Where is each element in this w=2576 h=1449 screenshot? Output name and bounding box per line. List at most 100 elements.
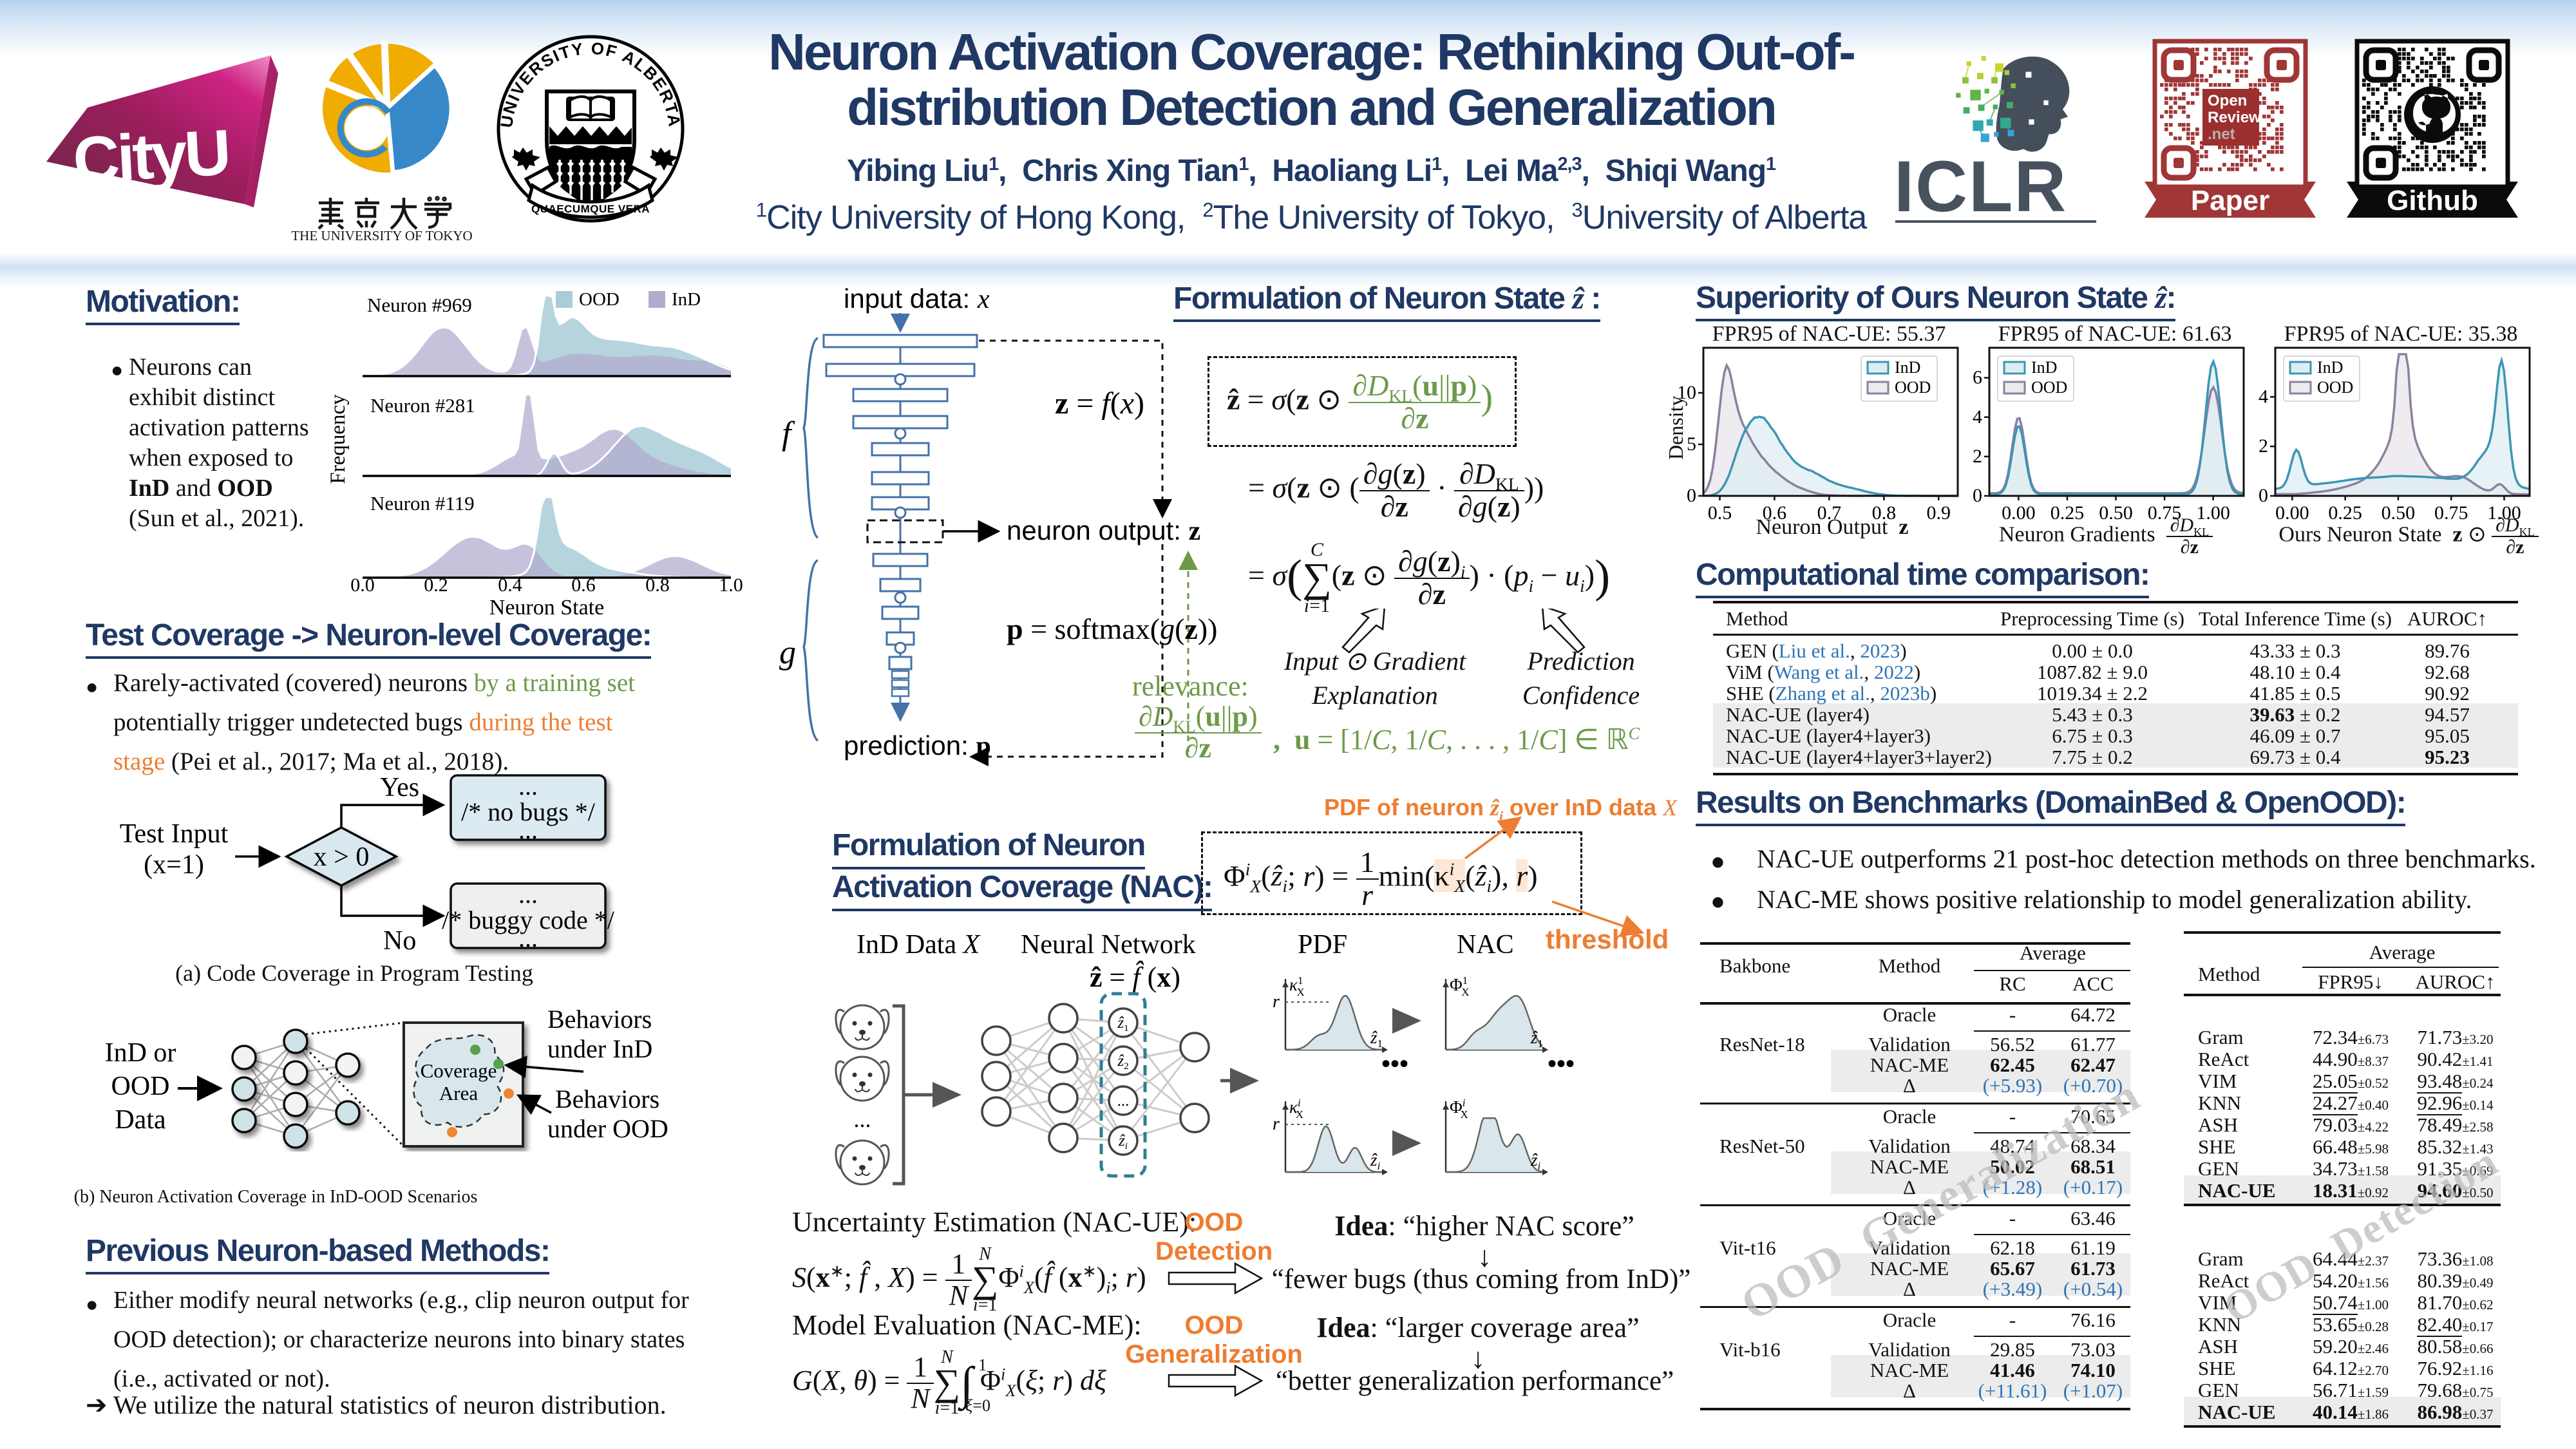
svg-text:ẑ1: ẑ1 bbox=[1370, 1028, 1383, 1050]
svg-text:CityU: CityU bbox=[71, 117, 231, 196]
svg-text:Behaviors: Behaviors bbox=[555, 1084, 659, 1113]
svg-text:ẑi: ẑi bbox=[1530, 1150, 1541, 1172]
svg-text:/* buggy code */: /* buggy code */ bbox=[442, 905, 615, 934]
svg-text:InD: InD bbox=[1895, 358, 1920, 377]
svg-text:•••: ••• bbox=[1548, 1049, 1575, 1078]
svg-text:under OOD: under OOD bbox=[547, 1114, 668, 1143]
svg-text:0.75: 0.75 bbox=[2148, 502, 2182, 524]
svg-text:0.50: 0.50 bbox=[2382, 502, 2416, 524]
svg-text:0.00: 0.00 bbox=[2002, 502, 2036, 524]
svg-text:0.75: 0.75 bbox=[2434, 502, 2468, 524]
svg-text:under InD: under InD bbox=[547, 1034, 652, 1063]
svg-text:4: 4 bbox=[1973, 406, 1982, 428]
svg-text:r: r bbox=[1273, 992, 1280, 1012]
svg-text:g: g bbox=[779, 634, 796, 671]
svg-text:Review: Review bbox=[2208, 109, 2261, 126]
svg-text:r: r bbox=[1273, 1114, 1280, 1134]
svg-text:QUAECUMQUE VERA: QUAECUMQUE VERA bbox=[531, 203, 650, 215]
svg-text:10: 10 bbox=[1677, 382, 1696, 403]
svg-text:1.00: 1.00 bbox=[2196, 502, 2230, 524]
svg-text:0.6: 0.6 bbox=[571, 574, 596, 596]
svg-text:Coverage: Coverage bbox=[421, 1059, 497, 1082]
svg-text:0.2: 0.2 bbox=[424, 574, 448, 596]
svg-text:...: ... bbox=[518, 880, 538, 909]
svg-text:...: ... bbox=[854, 1106, 871, 1132]
svg-text:0.00: 0.00 bbox=[2275, 502, 2309, 524]
svg-text:0: 0 bbox=[1687, 485, 1696, 506]
svg-text:0.8: 0.8 bbox=[645, 574, 670, 596]
svg-text:ICLR: ICLR bbox=[1894, 146, 2067, 227]
svg-text:Area: Area bbox=[439, 1082, 478, 1104]
svg-text:Github: Github bbox=[2387, 185, 2478, 216]
svg-text:prediction: p: prediction: p bbox=[844, 730, 991, 761]
svg-text:0.7: 0.7 bbox=[1817, 502, 1842, 524]
svg-text:0: 0 bbox=[1973, 485, 1982, 506]
svg-text:ΦiX: Φi X bbox=[1450, 1097, 1468, 1121]
svg-text:x > 0: x > 0 bbox=[314, 842, 370, 872]
svg-text:5: 5 bbox=[1687, 433, 1696, 455]
svg-text:InD Data X: InD Data X bbox=[857, 930, 981, 960]
svg-text:z = f(x): z = f(x) bbox=[1055, 386, 1144, 421]
svg-text:Test Input: Test Input bbox=[120, 819, 229, 849]
svg-text:InD: InD bbox=[2031, 358, 2057, 377]
svg-text:0.8: 0.8 bbox=[1872, 502, 1897, 524]
svg-text:PDF: PDF bbox=[1298, 930, 1347, 960]
svg-text:0.0: 0.0 bbox=[350, 574, 375, 596]
svg-text:...: ... bbox=[518, 815, 538, 844]
svg-text:Frequency: Frequency bbox=[327, 394, 350, 484]
svg-text:NAC: NAC bbox=[1457, 930, 1514, 960]
svg-text:/* no bugs */: /* no bugs */ bbox=[461, 797, 596, 826]
svg-text:0.50: 0.50 bbox=[2099, 502, 2133, 524]
svg-text:Open: Open bbox=[2208, 92, 2247, 109]
svg-text:0.4: 0.4 bbox=[498, 574, 522, 596]
svg-text:ẑ = f̂ (x): ẑ = f̂ (x) bbox=[1090, 961, 1180, 993]
svg-text:2: 2 bbox=[1973, 446, 1982, 467]
svg-text:InD: InD bbox=[672, 289, 701, 310]
svg-text:0.9: 0.9 bbox=[1927, 502, 1951, 524]
svg-text:.net: .net bbox=[2208, 126, 2235, 143]
svg-text:1.00: 1.00 bbox=[2487, 502, 2521, 524]
svg-text:0: 0 bbox=[2259, 485, 2268, 506]
svg-text:InD: InD bbox=[2317, 358, 2343, 377]
svg-text:...: ... bbox=[518, 923, 538, 952]
svg-text:OOD: OOD bbox=[1895, 378, 1931, 397]
svg-text:Neuron #969: Neuron #969 bbox=[367, 294, 472, 316]
svg-text:0.5: 0.5 bbox=[1708, 502, 1732, 524]
svg-text:2: 2 bbox=[2259, 435, 2268, 457]
svg-text:OOD: OOD bbox=[2317, 378, 2353, 397]
svg-text:ẑ1: ẑ1 bbox=[1530, 1028, 1543, 1050]
svg-text:OOD: OOD bbox=[111, 1072, 170, 1101]
svg-text:1.0: 1.0 bbox=[719, 574, 743, 596]
svg-text:Paper: Paper bbox=[2191, 185, 2269, 216]
svg-text:ẑ1: ẑ1 bbox=[1117, 1014, 1128, 1034]
svg-text:6: 6 bbox=[1973, 367, 1982, 388]
svg-text:•••: ••• bbox=[1381, 1049, 1408, 1078]
svg-text:Yes: Yes bbox=[380, 773, 419, 802]
svg-text:No: No bbox=[383, 926, 416, 956]
svg-text:neuron output: z: neuron output: z bbox=[1007, 515, 1200, 546]
svg-text:Data: Data bbox=[115, 1105, 166, 1135]
svg-text:ẑi: ẑi bbox=[1370, 1150, 1381, 1172]
svg-text:Neural Network: Neural Network bbox=[1021, 930, 1196, 960]
svg-text:Neuron #281: Neuron #281 bbox=[370, 394, 475, 417]
svg-text:Neuron #119: Neuron #119 bbox=[370, 492, 475, 515]
svg-text:Behaviors: Behaviors bbox=[547, 1010, 652, 1034]
svg-text:THE UNIVERSITY OF TOKYO: THE UNIVERSITY OF TOKYO bbox=[291, 228, 472, 243]
svg-text:InD or: InD or bbox=[105, 1038, 176, 1068]
svg-text:ẑ2: ẑ2 bbox=[1117, 1052, 1128, 1072]
svg-text:p = softmax(g(z)): p = softmax(g(z)) bbox=[1007, 612, 1217, 645]
svg-text:0.6: 0.6 bbox=[1763, 502, 1787, 524]
svg-text:f: f bbox=[782, 415, 795, 452]
svg-text:input data: x: input data: x bbox=[844, 283, 990, 314]
svg-text:κiX: κi X bbox=[1289, 1097, 1303, 1121]
svg-text:0.25: 0.25 bbox=[2328, 502, 2362, 524]
svg-text:OOD: OOD bbox=[579, 289, 620, 310]
svg-text:OOD: OOD bbox=[2031, 378, 2067, 397]
svg-text:...: ... bbox=[1117, 1092, 1130, 1110]
svg-text:Φ1X: Φ1 X bbox=[1450, 974, 1470, 998]
svg-text:0.25: 0.25 bbox=[2050, 502, 2085, 524]
svg-text:...: ... bbox=[518, 772, 538, 800]
svg-text:ẑi: ẑi bbox=[1118, 1132, 1128, 1151]
svg-text:4: 4 bbox=[2259, 386, 2268, 407]
svg-text:(x=1): (x=1) bbox=[144, 850, 204, 880]
